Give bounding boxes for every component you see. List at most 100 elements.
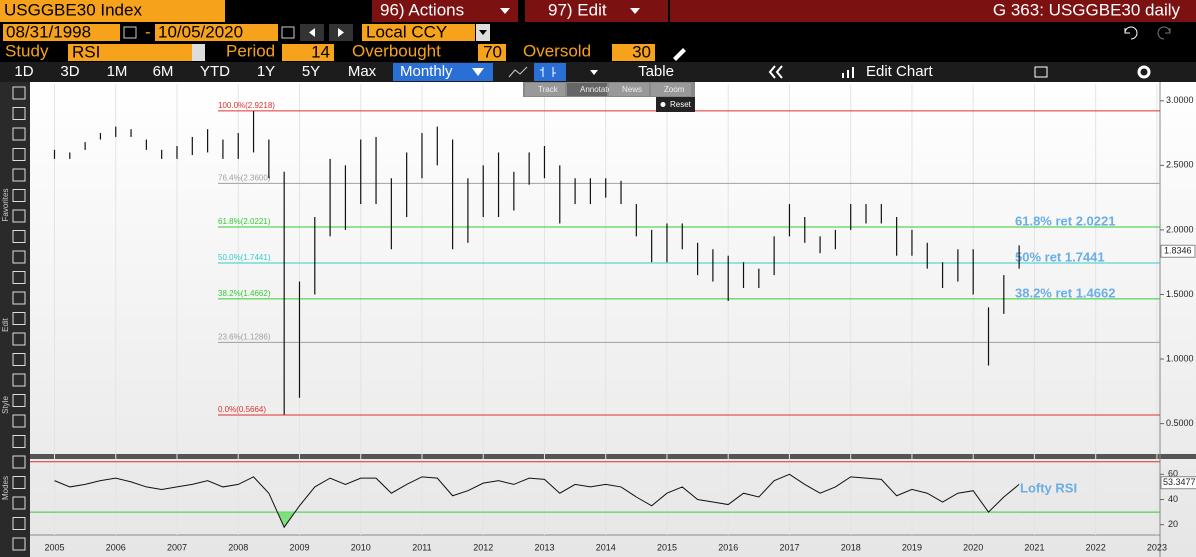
panel-divider: [30, 454, 1196, 459]
range-button[interactable]: YTD: [200, 63, 230, 80]
calendar-icon[interactable]: [281, 26, 295, 39]
overlay-button[interactable]: [525, 83, 565, 96]
dropdown-icon: [630, 8, 640, 14]
actions: 96) Actions: [380, 0, 464, 19]
y-tick-label: 60: [1168, 469, 1178, 479]
period-box[interactable]: [282, 44, 334, 61]
tool-icon[interactable]: [12, 435, 26, 448]
start-date-box[interactable]: [3, 24, 120, 41]
x-tick-label: 2012: [473, 542, 493, 552]
series-label: Lofty RSI: [1020, 480, 1077, 495]
currency-box[interactable]: [362, 24, 475, 41]
y-tick-label: 40: [1168, 494, 1178, 504]
study-dropdown[interactable]: [192, 44, 205, 61]
bar-type-button[interactable]: [534, 63, 566, 81]
frequency-button[interactable]: [393, 63, 493, 81]
overlay-label: News: [622, 85, 642, 94]
range-button[interactable]: 3D: [60, 63, 79, 80]
tool-icon[interactable]: [12, 353, 26, 366]
redo-icon[interactable]: [1157, 26, 1171, 40]
tool-icon[interactable]: [12, 271, 26, 284]
edit-button[interactable]: [525, 0, 668, 22]
calendar-icon[interactable]: [123, 26, 137, 39]
tool-icon[interactable]: [12, 332, 26, 346]
y-tick-label: 1.0000: [1166, 353, 1194, 363]
overlay-button[interactable]: [651, 83, 691, 96]
settings-icon[interactable]: [1034, 66, 1048, 78]
y-tick-label: 3.0000: [1166, 95, 1194, 105]
edit: 97) Edit: [548, 0, 607, 19]
chart-area: [30, 82, 1196, 557]
overbought-box[interactable]: [478, 44, 506, 61]
tool-icon[interactable]: [12, 517, 26, 530]
last-value: 1.8346: [1164, 246, 1192, 256]
x-tick-label: 2010: [351, 542, 371, 552]
actions-button[interactable]: [372, 0, 518, 22]
undo-icon[interactable]: [1124, 26, 1138, 40]
tool-icon[interactable]: [12, 189, 26, 202]
y-tick-label: 2.0000: [1166, 224, 1194, 234]
range-button[interactable]: 6M: [153, 63, 174, 80]
overlay-label: Track: [538, 85, 559, 94]
last-value: 53.3477: [1163, 477, 1196, 487]
side-label: Modes: [1, 476, 10, 500]
tool-icon[interactable]: [12, 127, 26, 141]
dropdown-icon: [500, 8, 510, 14]
line-icon[interactable]: [508, 66, 528, 78]
tool-icon[interactable]: [12, 148, 26, 161]
range-button[interactable]: 1M: [107, 63, 128, 80]
collapse-icon[interactable]: [768, 65, 783, 79]
tool-icon[interactable]: [12, 291, 26, 305]
ticker-box[interactable]: [0, 0, 225, 22]
tool-icon[interactable]: [12, 537, 26, 551]
fib-label: 0.0%(0.5664): [218, 405, 266, 414]
tool-icon[interactable]: [12, 373, 26, 387]
tool-icon[interactable]: [12, 107, 26, 120]
range-button[interactable]: 1D: [14, 63, 33, 80]
reset: Reset: [670, 100, 692, 109]
study-box[interactable]: [68, 44, 205, 61]
tool-icon[interactable]: [12, 209, 26, 223]
table[interactable]: Table: [638, 63, 674, 80]
side-label: Style: [1, 396, 10, 414]
x-tick-label: 2009: [289, 542, 309, 552]
retracement-label: 50% ret 1.7441: [1015, 249, 1105, 264]
overlay-button[interactable]: [609, 83, 649, 96]
oversold-box[interactable]: [612, 44, 655, 61]
tool-icon[interactable]: [12, 86, 26, 100]
last-value-box: [1160, 476, 1196, 490]
prev-icon: [309, 28, 315, 37]
tool-icon[interactable]: [12, 250, 26, 264]
reset-button[interactable]: [656, 97, 695, 112]
tool-icon[interactable]: [12, 455, 26, 469]
tool-icon[interactable]: [12, 168, 26, 182]
study: RSI: [72, 42, 100, 61]
end-date: 10/05/2020: [158, 22, 243, 41]
range-button[interactable]: 5Y: [302, 63, 320, 80]
range-button[interactable]: 1Y: [257, 63, 275, 80]
edit-chart-icon: [842, 67, 854, 78]
end-date-box[interactable]: [155, 24, 278, 41]
range-button[interactable]: Max: [348, 63, 377, 80]
x-tick-label: 2018: [841, 542, 861, 552]
oversold-label: Oversold: [523, 41, 591, 60]
x-tick-label: 2007: [167, 542, 187, 552]
study-label: Study: [5, 41, 49, 60]
pencil-icon[interactable]: [673, 48, 686, 61]
tool-icon[interactable]: [12, 394, 26, 407]
edit-chart[interactable]: Edit Chart: [866, 63, 934, 80]
overlay-button[interactable]: [567, 83, 607, 96]
tool-icon[interactable]: [12, 312, 26, 325]
x-tick-label: 2014: [596, 542, 616, 552]
y-tick-label: 1.5000: [1166, 289, 1194, 299]
gear-icon[interactable]: [1137, 65, 1151, 79]
tool-icon[interactable]: [12, 476, 26, 489]
tool-icon[interactable]: [12, 230, 26, 243]
tool-icon[interactable]: [12, 414, 26, 428]
y-tick-label: 20: [1168, 519, 1178, 529]
x-tick-label: 2017: [779, 542, 799, 552]
tool-icon[interactable]: [12, 496, 26, 510]
reset-icon: [660, 102, 666, 107]
x-tick-label: 2016: [718, 542, 738, 552]
overbought: 70: [483, 42, 502, 61]
